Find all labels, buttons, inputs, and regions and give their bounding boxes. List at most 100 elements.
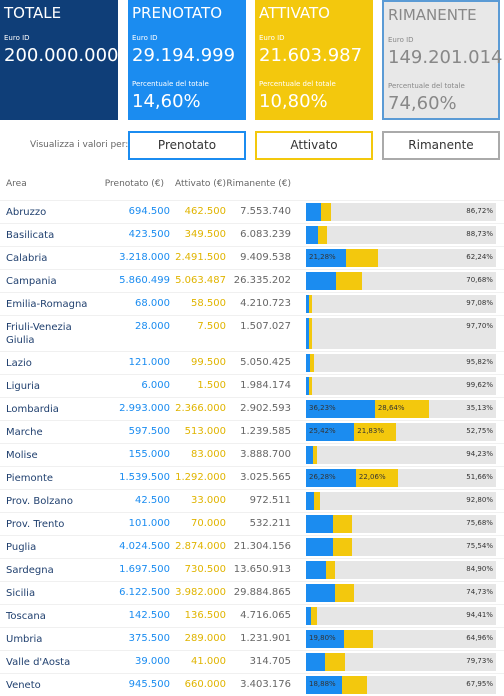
attivato-value: 2.874.000 — [175, 541, 226, 552]
attivato-value: 7.500 — [197, 321, 226, 332]
bar-label: 18,88% — [309, 680, 336, 688]
bar-segment — [335, 584, 354, 602]
table-row: Marche 597.500 513.000 1.239.585 25,42% 21,83… — [0, 420, 504, 443]
prenotato-value: 1.539.500 — [119, 472, 170, 483]
bar-segment — [335, 272, 362, 290]
attivato-value: 730.500 — [184, 564, 226, 575]
bar-segment — [306, 295, 309, 313]
table-row: Liguria 6.000 1.500 1.984.174 99,62% — [0, 374, 504, 397]
bar-segment: 88,73% — [327, 226, 496, 244]
filter-button[interactable]: Prenotato — [128, 131, 246, 160]
stacked-bar: 94,23% — [306, 446, 496, 464]
stacked-bar: 84,90% — [306, 561, 496, 579]
column-header: Area — [6, 179, 27, 189]
area-name: Prov. Bolzano — [6, 496, 73, 507]
column-header: Prenotato (€) — [104, 179, 164, 189]
bar-label: 75,54% — [466, 542, 493, 550]
rimanente-value: 2.902.593 — [240, 403, 291, 414]
bar-label: 35,13% — [466, 404, 493, 412]
stacked-bar: 19,80% 64,96% — [306, 630, 496, 648]
filter-button[interactable]: Attivato — [255, 131, 373, 160]
card-pct-label: Percentuale del totale — [259, 80, 336, 88]
stacked-bar: 99,62% — [306, 377, 496, 395]
area-name: Valle d'Aosta — [6, 657, 71, 668]
stacked-bar: 88,73% — [306, 226, 496, 244]
filter-button[interactable]: Rimanente — [382, 131, 500, 160]
rimanente-value: 7.553.740 — [240, 206, 291, 217]
card-label: Euro ID — [259, 34, 285, 42]
bar-segment: 62,24% — [377, 249, 496, 267]
bar-segment — [341, 676, 367, 694]
rimanente-value: 26.335.202 — [233, 275, 291, 286]
stacked-bar: 86,72% — [306, 203, 496, 221]
stacked-bar: 36,23% 28,64% 35,13% — [306, 400, 496, 418]
attivato-value: 136.500 — [184, 610, 226, 621]
area-name: Liguria — [6, 381, 41, 392]
bar-segment: 75,68% — [352, 515, 496, 533]
bar-segment — [306, 203, 322, 221]
rimanente-value: 9.409.538 — [240, 252, 291, 263]
attivato-value: 70.000 — [191, 518, 226, 529]
rimanente-value: 3.025.565 — [240, 472, 291, 483]
table-row: Prov. Trento 101.000 70.000 532.211 75,68% — [0, 512, 504, 535]
bar-segment: 74,73% — [354, 584, 496, 602]
card-pct: 74,60% — [388, 93, 457, 114]
bar-label: 74,73% — [466, 588, 493, 596]
bar-label: 28,64% — [377, 404, 405, 412]
card-pct-label: Percentuale del totale — [388, 82, 465, 90]
card-pct: 14,60% — [132, 91, 201, 112]
bar-segment — [311, 607, 317, 625]
area-name: Lombardia — [6, 404, 59, 415]
prenotato-value: 2.993.000 — [119, 403, 170, 414]
card-label: Euro ID — [132, 34, 158, 42]
column-header: Attivato (€) — [174, 179, 226, 189]
filter-label: Visualizza i valori per: — [30, 140, 129, 150]
card-pct: 10,80% — [259, 91, 328, 112]
bar-segment: 79,73% — [344, 653, 496, 671]
table-row: Lazio 121.000 99.500 5.050.425 95,82% — [0, 351, 504, 374]
area-name: Umbria — [6, 634, 43, 645]
card-value: 149.201.014 — [388, 47, 503, 68]
table-row: Friuli-Venezia Giulia 28.000 7.500 1.507.02… — [0, 315, 504, 351]
stacked-bar: 94,41% — [306, 607, 496, 625]
bar-segment: 18,88% — [306, 676, 342, 694]
card-title: PRENOTATO — [132, 4, 223, 22]
table-row: Abruzzo 694.500 462.500 7.553.740 86,72% — [0, 200, 504, 223]
bar-segment — [306, 492, 314, 510]
rimanente-value: 4.210.723 — [240, 298, 291, 309]
bar-segment — [317, 226, 328, 244]
rimanente-value: 972.511 — [249, 495, 291, 506]
bar-segment — [306, 607, 312, 625]
area-name: Marche — [6, 427, 43, 438]
column-header: Rimanente (€) — [226, 179, 291, 189]
kpi-card: TOTALE Euro ID 200.000.000 — [0, 0, 119, 120]
bar-segment — [309, 295, 312, 313]
table-row: Puglia 4.024.500 2.874.000 21.304.156 75,54% — [0, 535, 504, 558]
card-title: ATTIVATO — [259, 4, 330, 22]
table: Area Prenotato (€) Attivato (€) Rimanente (… — [0, 176, 504, 696]
bar-label: 70,68% — [466, 276, 493, 284]
kpi-card: ATTIVATO Euro ID 21.603.987 Percentuale del… — [255, 0, 373, 120]
card-value: 21.603.987 — [259, 45, 363, 66]
prenotato-value: 4.024.500 — [119, 541, 170, 552]
bar-label: 22,06% — [358, 473, 386, 481]
bar-segment — [333, 515, 353, 533]
rimanente-value: 1.239.585 — [240, 426, 291, 437]
rimanente-value: 21.304.156 — [233, 541, 291, 552]
attivato-value: 289.000 — [184, 633, 226, 644]
bar-segment: 86,72% — [331, 203, 496, 221]
bar-label: 21,83% — [357, 427, 384, 435]
attivato-value: 349.500 — [184, 229, 226, 240]
bar-label: 19,80% — [309, 634, 336, 642]
bar-segment: 25,42% — [306, 423, 355, 441]
stacked-bar: 25,42% 21,83% 52,75% — [306, 423, 496, 441]
bar-segment: 22,06% — [355, 469, 398, 487]
bar-segment — [346, 249, 378, 267]
bar-label: 75,68% — [466, 519, 493, 527]
bar-segment: 36,23% — [306, 400, 375, 418]
table-row: Toscana 142.500 136.500 4.716.065 94,41% — [0, 604, 504, 627]
bar-segment: 84,90% — [334, 561, 496, 579]
area-name: Sardegna — [6, 565, 54, 576]
bar-label: 97,08% — [466, 299, 493, 307]
